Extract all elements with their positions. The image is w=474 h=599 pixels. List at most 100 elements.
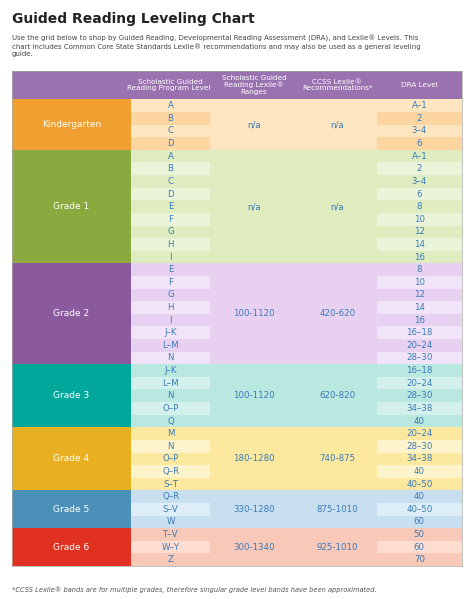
- Text: C: C: [168, 177, 173, 186]
- Text: W–Y: W–Y: [162, 543, 180, 552]
- Text: Grade 4: Grade 4: [54, 455, 90, 464]
- Text: Grade 6: Grade 6: [54, 543, 90, 552]
- Text: J–K: J–K: [164, 328, 177, 337]
- Text: 28–30: 28–30: [406, 353, 433, 362]
- Text: 20–24: 20–24: [406, 341, 433, 350]
- Text: Scholastic Guided
Reading Program Levels: Scholastic Guided Reading Program Levels: [127, 78, 214, 92]
- Text: E: E: [168, 265, 173, 274]
- Text: *CCSS Lexile® bands are for multiple grades, therefore singular grade level band: *CCSS Lexile® bands are for multiple gra…: [12, 586, 376, 593]
- Text: 620-820: 620-820: [319, 391, 355, 400]
- Text: E: E: [168, 202, 173, 211]
- Text: B: B: [168, 164, 173, 173]
- Text: D: D: [167, 139, 174, 148]
- Text: Grade 5: Grade 5: [54, 505, 90, 514]
- Text: G: G: [167, 291, 174, 300]
- Text: n/a: n/a: [247, 202, 261, 211]
- Text: DRA Level: DRA Level: [401, 82, 438, 88]
- Text: O–P: O–P: [163, 455, 179, 464]
- Text: F: F: [168, 215, 173, 224]
- Text: 14: 14: [414, 303, 425, 312]
- Text: L–M: L–M: [162, 341, 179, 350]
- Text: N: N: [167, 391, 174, 400]
- Text: 420-620: 420-620: [319, 309, 355, 318]
- Text: O–P: O–P: [163, 404, 179, 413]
- Text: C: C: [168, 126, 173, 135]
- Text: N: N: [167, 353, 174, 362]
- Text: 300-1340: 300-1340: [233, 543, 275, 552]
- Text: 16: 16: [414, 253, 425, 262]
- Text: 20–24: 20–24: [406, 379, 433, 388]
- Text: 50: 50: [414, 530, 425, 539]
- Text: 28–30: 28–30: [406, 441, 433, 450]
- Text: 34–38: 34–38: [406, 404, 433, 413]
- Text: 40–50: 40–50: [406, 505, 433, 514]
- Text: Scholastic Guided
Reading Lexile®
Ranges: Scholastic Guided Reading Lexile® Ranges: [221, 75, 286, 95]
- Text: 100-1120: 100-1120: [233, 391, 275, 400]
- Text: 16–18: 16–18: [406, 328, 433, 337]
- Text: 20–24: 20–24: [406, 429, 433, 438]
- Text: J–K: J–K: [164, 366, 177, 375]
- Text: H: H: [167, 240, 174, 249]
- Text: N: N: [167, 441, 174, 450]
- Text: M: M: [167, 429, 174, 438]
- Text: 3–4: 3–4: [412, 177, 427, 186]
- Text: 60: 60: [414, 543, 425, 552]
- Text: 8: 8: [417, 202, 422, 211]
- Text: F: F: [168, 278, 173, 287]
- Text: 16–18: 16–18: [406, 366, 433, 375]
- Text: 34–38: 34–38: [406, 455, 433, 464]
- Text: 40–50: 40–50: [406, 480, 433, 489]
- Text: 6: 6: [417, 189, 422, 198]
- Text: A: A: [168, 101, 173, 110]
- Text: Q–R: Q–R: [162, 467, 179, 476]
- Text: 40: 40: [414, 467, 425, 476]
- Text: T–V: T–V: [163, 530, 178, 539]
- Text: S–T: S–T: [163, 480, 178, 489]
- Text: n/a: n/a: [330, 202, 344, 211]
- Text: 12: 12: [414, 228, 425, 237]
- Text: D: D: [167, 189, 174, 198]
- Text: 40: 40: [414, 492, 425, 501]
- Text: W: W: [166, 518, 175, 527]
- Text: Q–R: Q–R: [162, 492, 179, 501]
- Text: S–V: S–V: [163, 505, 178, 514]
- Text: G: G: [167, 228, 174, 237]
- Text: 8: 8: [417, 265, 422, 274]
- Text: 70: 70: [414, 555, 425, 564]
- Text: 12: 12: [414, 291, 425, 300]
- Text: Guided Reading Leveling Chart: Guided Reading Leveling Chart: [12, 12, 255, 26]
- Text: 10: 10: [414, 215, 425, 224]
- Text: A–1: A–1: [411, 101, 427, 110]
- Text: 2: 2: [417, 164, 422, 173]
- Text: 60: 60: [414, 518, 425, 527]
- Text: 3–4: 3–4: [412, 126, 427, 135]
- Text: Kindergarten: Kindergarten: [42, 120, 101, 129]
- Text: 40: 40: [414, 416, 425, 425]
- Text: 28–30: 28–30: [406, 391, 433, 400]
- Text: 10: 10: [414, 278, 425, 287]
- Text: 875-1010: 875-1010: [316, 505, 358, 514]
- Text: 2: 2: [417, 114, 422, 123]
- Text: L–M: L–M: [162, 379, 179, 388]
- Text: Use the grid below to shop by Guided Reading, Developmental Reading Assessment (: Use the grid below to shop by Guided Rea…: [12, 35, 420, 57]
- Text: 14: 14: [414, 240, 425, 249]
- Text: CCSS Lexile®
Recommendations*: CCSS Lexile® Recommendations*: [302, 78, 373, 92]
- Text: Grade 3: Grade 3: [54, 391, 90, 400]
- Text: Z: Z: [168, 555, 173, 564]
- Text: B: B: [168, 114, 173, 123]
- Text: A: A: [168, 152, 173, 161]
- Text: 330-1280: 330-1280: [233, 505, 275, 514]
- Text: H: H: [167, 303, 174, 312]
- Text: A–1: A–1: [411, 152, 427, 161]
- Text: Grade 2: Grade 2: [54, 309, 90, 318]
- Text: 16: 16: [414, 316, 425, 325]
- Text: 180-1280: 180-1280: [233, 455, 275, 464]
- Text: n/a: n/a: [247, 120, 261, 129]
- Text: n/a: n/a: [330, 120, 344, 129]
- Text: Grade 1: Grade 1: [54, 202, 90, 211]
- Text: I: I: [169, 253, 172, 262]
- Text: 100-1120: 100-1120: [233, 309, 275, 318]
- Text: 740-875: 740-875: [319, 455, 355, 464]
- Text: Q: Q: [167, 416, 174, 425]
- Text: 6: 6: [417, 139, 422, 148]
